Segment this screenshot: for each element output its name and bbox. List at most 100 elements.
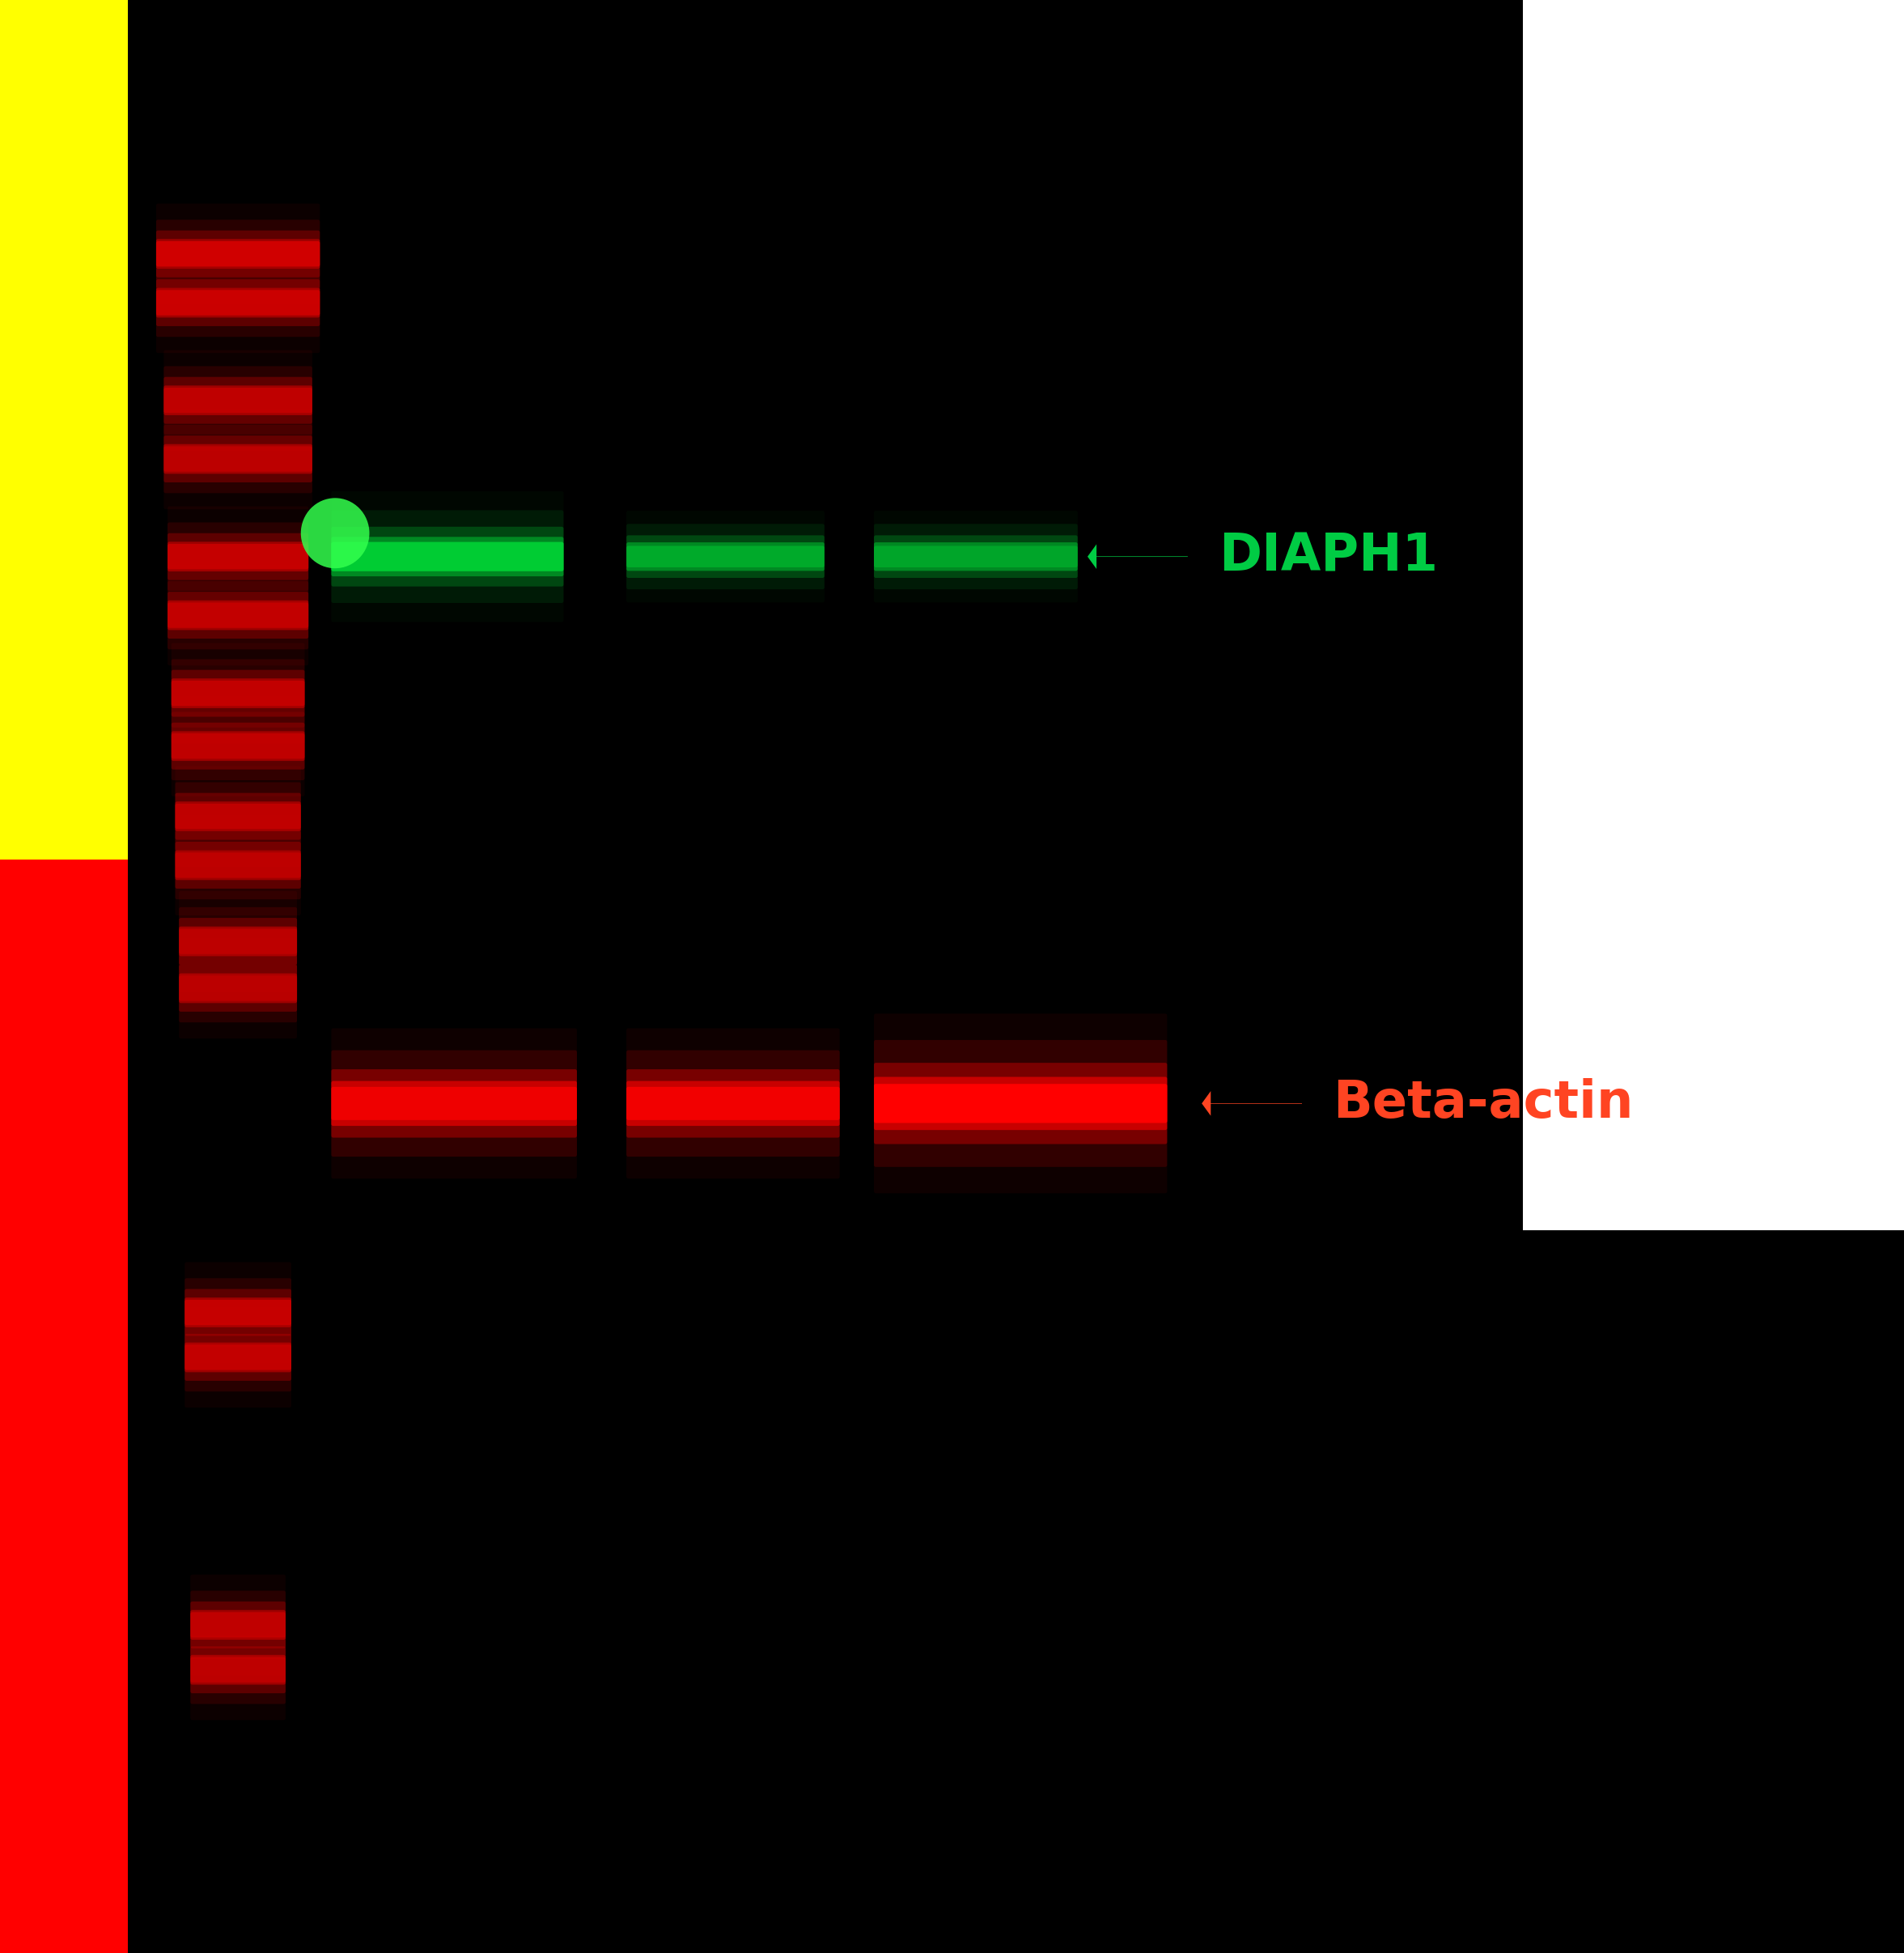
FancyBboxPatch shape [331, 1086, 577, 1121]
FancyBboxPatch shape [179, 976, 297, 1002]
FancyBboxPatch shape [171, 730, 305, 762]
FancyBboxPatch shape [175, 805, 301, 830]
FancyBboxPatch shape [179, 906, 297, 975]
Bar [128, 0, 1523, 1953]
FancyBboxPatch shape [175, 830, 301, 898]
FancyBboxPatch shape [156, 268, 320, 338]
FancyBboxPatch shape [190, 1637, 286, 1703]
FancyBboxPatch shape [179, 918, 297, 965]
FancyBboxPatch shape [171, 658, 305, 728]
FancyBboxPatch shape [164, 436, 312, 482]
FancyBboxPatch shape [331, 527, 564, 586]
FancyBboxPatch shape [156, 252, 320, 353]
FancyBboxPatch shape [164, 408, 312, 510]
FancyBboxPatch shape [185, 1262, 291, 1363]
Bar [0, 0, 128, 859]
FancyBboxPatch shape [190, 1574, 286, 1676]
FancyBboxPatch shape [171, 643, 305, 744]
FancyBboxPatch shape [164, 426, 312, 492]
FancyBboxPatch shape [185, 1342, 291, 1373]
FancyBboxPatch shape [626, 1051, 840, 1156]
FancyBboxPatch shape [156, 279, 320, 326]
FancyBboxPatch shape [171, 711, 305, 779]
FancyBboxPatch shape [874, 545, 1078, 566]
FancyBboxPatch shape [156, 203, 320, 305]
FancyBboxPatch shape [185, 1334, 291, 1381]
FancyBboxPatch shape [626, 535, 824, 578]
FancyBboxPatch shape [331, 537, 564, 576]
FancyBboxPatch shape [168, 564, 308, 666]
FancyBboxPatch shape [179, 928, 297, 953]
FancyBboxPatch shape [164, 387, 312, 412]
FancyBboxPatch shape [874, 1014, 1167, 1193]
FancyBboxPatch shape [175, 766, 301, 867]
FancyBboxPatch shape [164, 445, 312, 473]
FancyBboxPatch shape [626, 1027, 840, 1180]
Text: DIAPH1: DIAPH1 [1219, 531, 1438, 582]
FancyBboxPatch shape [626, 1070, 840, 1137]
FancyBboxPatch shape [168, 592, 308, 639]
FancyBboxPatch shape [171, 723, 305, 769]
FancyBboxPatch shape [190, 1613, 286, 1637]
FancyBboxPatch shape [185, 1279, 291, 1348]
FancyBboxPatch shape [185, 1301, 291, 1326]
FancyBboxPatch shape [874, 1041, 1167, 1168]
FancyBboxPatch shape [168, 523, 308, 590]
FancyBboxPatch shape [874, 523, 1078, 590]
FancyBboxPatch shape [164, 350, 312, 451]
FancyBboxPatch shape [168, 580, 308, 648]
FancyBboxPatch shape [190, 1590, 286, 1658]
FancyBboxPatch shape [331, 510, 564, 603]
FancyBboxPatch shape [175, 850, 301, 881]
FancyBboxPatch shape [164, 385, 312, 416]
FancyBboxPatch shape [171, 670, 305, 717]
Text: Beta-actin: Beta-actin [1333, 1078, 1634, 1129]
FancyBboxPatch shape [190, 1609, 286, 1641]
FancyBboxPatch shape [171, 680, 305, 705]
FancyBboxPatch shape [171, 678, 305, 709]
FancyBboxPatch shape [190, 1601, 286, 1648]
FancyBboxPatch shape [874, 1076, 1167, 1131]
FancyBboxPatch shape [331, 541, 564, 572]
FancyBboxPatch shape [331, 1082, 577, 1125]
FancyBboxPatch shape [331, 1051, 577, 1156]
FancyBboxPatch shape [175, 801, 301, 832]
FancyBboxPatch shape [156, 238, 320, 270]
FancyBboxPatch shape [171, 695, 305, 797]
FancyBboxPatch shape [164, 443, 312, 475]
FancyBboxPatch shape [168, 543, 308, 570]
FancyBboxPatch shape [626, 545, 824, 566]
Bar [1523, 0, 1904, 1230]
FancyBboxPatch shape [626, 1086, 840, 1121]
FancyBboxPatch shape [156, 287, 320, 318]
FancyBboxPatch shape [190, 1654, 286, 1685]
FancyBboxPatch shape [179, 926, 297, 957]
FancyBboxPatch shape [156, 230, 320, 277]
FancyBboxPatch shape [168, 533, 308, 580]
FancyBboxPatch shape [331, 1070, 577, 1137]
FancyBboxPatch shape [168, 541, 308, 572]
FancyBboxPatch shape [185, 1289, 291, 1336]
FancyBboxPatch shape [179, 937, 297, 1039]
FancyBboxPatch shape [179, 891, 297, 992]
FancyBboxPatch shape [185, 1307, 291, 1408]
FancyBboxPatch shape [168, 602, 308, 627]
FancyBboxPatch shape [874, 1062, 1167, 1144]
FancyBboxPatch shape [175, 814, 301, 916]
FancyBboxPatch shape [168, 506, 308, 607]
FancyBboxPatch shape [179, 965, 297, 1012]
FancyBboxPatch shape [164, 377, 312, 424]
FancyBboxPatch shape [190, 1619, 286, 1721]
FancyBboxPatch shape [164, 367, 312, 434]
FancyBboxPatch shape [179, 955, 297, 1023]
FancyBboxPatch shape [168, 600, 308, 631]
FancyBboxPatch shape [175, 781, 301, 852]
FancyBboxPatch shape [175, 793, 301, 840]
FancyBboxPatch shape [156, 291, 320, 314]
FancyBboxPatch shape [185, 1297, 291, 1328]
FancyBboxPatch shape [626, 1082, 840, 1125]
Bar [362, 0, 1438, 68]
FancyBboxPatch shape [626, 543, 824, 570]
FancyBboxPatch shape [185, 1324, 291, 1391]
Ellipse shape [301, 498, 369, 568]
